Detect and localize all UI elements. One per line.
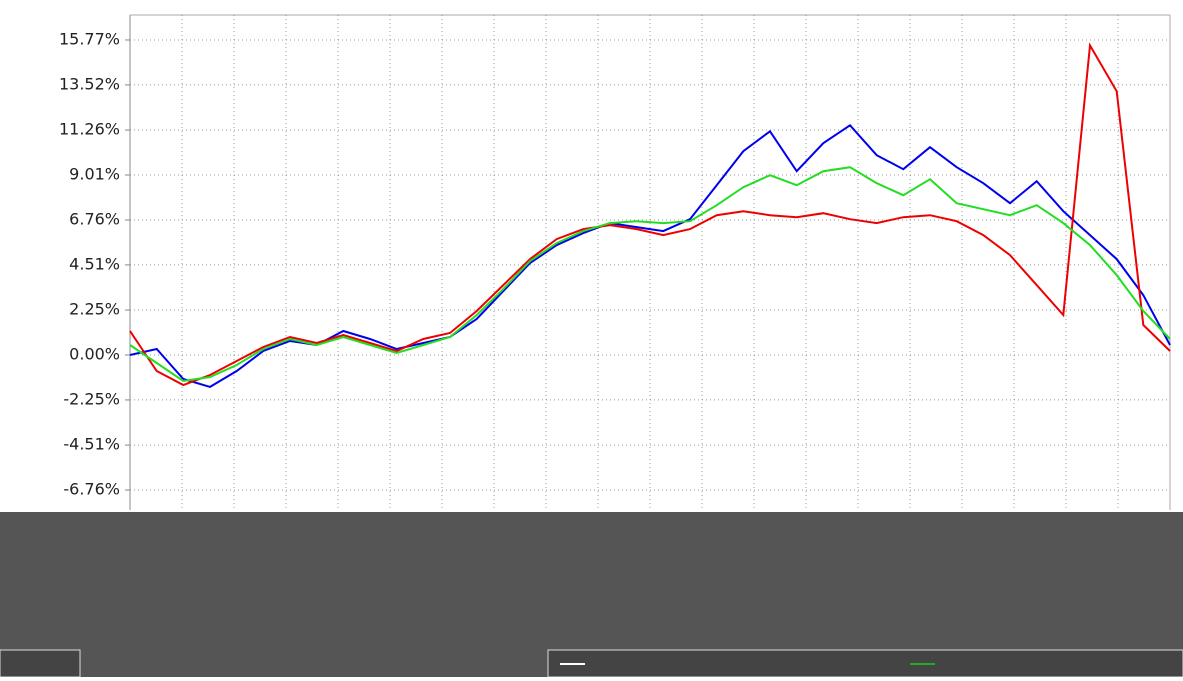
y-tick-label: 4.51% [69,254,120,273]
y-tick-label: -6.76% [63,480,120,499]
y-tick-label: 15.77% [59,29,120,48]
y-tick-label: -4.51% [63,435,120,454]
legend-box [547,649,1183,678]
y-tick-label: -2.25% [63,389,120,408]
legend-box [0,649,81,678]
y-tick-label: 9.01% [69,165,120,184]
y-tick-label: 2.25% [69,300,120,319]
series-line [129,42,1171,387]
series-line [129,166,1171,383]
y-tick-label: 6.76% [69,209,120,228]
y-tick-label: 0.00% [69,344,120,363]
y-tick-label: 13.52% [59,74,120,93]
y-tick-label: 11.26% [59,120,120,139]
